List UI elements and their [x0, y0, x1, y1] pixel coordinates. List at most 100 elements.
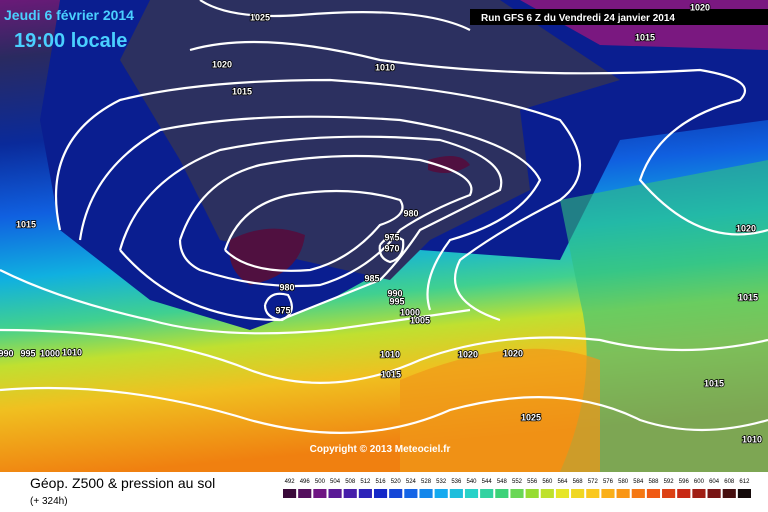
legend-swatch [328, 489, 342, 498]
legend-label: 532 [436, 479, 447, 485]
copyright: Copyright © 2013 Meteociel.fr [310, 444, 451, 455]
isobar-label: 985 [364, 273, 379, 283]
legend-label: 512 [360, 479, 371, 485]
legend-swatch [313, 489, 327, 498]
isobar-label: 1020 [736, 223, 756, 233]
legend-swatch [358, 489, 372, 498]
legend-label: 564 [557, 479, 568, 485]
legend-swatch [646, 489, 661, 498]
legend-swatch [480, 489, 494, 498]
legend-label: 544 [482, 479, 493, 485]
legend-label: 608 [724, 479, 735, 485]
legend-label: 496 [300, 479, 311, 485]
legend-swatch [601, 489, 615, 498]
isobar-label: 1000 [40, 348, 60, 358]
footer-title: Géop. Z500 & pression au sol [30, 475, 215, 491]
run-box [470, 9, 768, 25]
isobar-label: 990 [387, 288, 402, 298]
isobar-label: 980 [279, 282, 294, 292]
legend-label: 584 [633, 479, 644, 485]
legend-label: 520 [391, 479, 402, 485]
legend-label: 580 [618, 479, 629, 485]
green-area [560, 160, 768, 472]
legend-label: 588 [648, 479, 659, 485]
time: 19:00 locale [14, 30, 127, 52]
isobar-label: 975 [275, 305, 290, 315]
isobar-label: 1010 [380, 349, 400, 359]
legend-swatch [571, 489, 585, 498]
isobar-label: 1015 [16, 219, 36, 229]
isobar-label: 1000 [400, 307, 420, 317]
legend-swatch [540, 489, 554, 498]
legend-swatch [525, 489, 539, 498]
legend-swatch [662, 489, 676, 498]
isobar-label: 1015 [635, 32, 655, 42]
legend-swatch [737, 489, 751, 498]
isobar-label: 1015 [381, 369, 401, 379]
isobar-label: 1010 [742, 434, 762, 444]
legend-swatch [298, 489, 312, 498]
legend-label: 612 [739, 479, 750, 485]
isobar-label: 1020 [458, 349, 478, 359]
legend-label: 504 [330, 479, 341, 485]
legend-label: 576 [603, 479, 614, 485]
legend-swatch [283, 489, 297, 498]
legend-swatch [692, 489, 706, 498]
legend-swatch [343, 489, 357, 498]
warm-area [400, 348, 600, 472]
legend-label: 548 [497, 479, 508, 485]
legend-label: 508 [345, 479, 356, 485]
legend-label: 524 [406, 479, 417, 485]
legend-label: 500 [315, 479, 326, 485]
isobar-label: 970 [384, 243, 399, 253]
isobar-label: 1015 [232, 86, 252, 96]
isobar-label: 1010 [62, 347, 82, 357]
legend-label: 492 [285, 479, 296, 485]
legend-label: 560 [542, 479, 553, 485]
isobar-label: 1005 [410, 315, 430, 325]
isobar-label: 1020 [690, 2, 710, 12]
isobar-label: 1025 [250, 12, 270, 22]
legend-label: 540 [467, 479, 478, 485]
legend-swatch [404, 489, 418, 498]
isobar-label: 995 [20, 348, 35, 358]
isobars [0, 0, 768, 433]
legend-label: 556 [527, 479, 538, 485]
isobar-label: 1020 [503, 348, 523, 358]
legend-label: 604 [709, 479, 720, 485]
isobar-label: 995 [389, 296, 404, 306]
legend-swatch [434, 489, 448, 498]
legend-label: 600 [694, 479, 705, 485]
legend-swatch [449, 489, 463, 498]
legend-label: 536 [451, 479, 462, 485]
legend-swatch [373, 489, 388, 498]
legend-swatch [555, 489, 570, 498]
footer-lead: (+ 324h) [30, 496, 68, 507]
isobar-label: 990 [0, 348, 14, 358]
core [428, 156, 470, 174]
legend-swatch [419, 489, 433, 498]
legend-swatch [616, 489, 630, 498]
legend-swatch [495, 489, 509, 498]
legend-label: 552 [512, 479, 523, 485]
legend-label: 528 [421, 479, 432, 485]
run-info: Run GFS 6 Z du Vendredi 24 janvier 2014 [481, 13, 675, 24]
legend: 492 496 500 504 508 512 516 520 524 528 532 536 540 5… [283, 479, 751, 498]
legend-swatch [722, 489, 736, 498]
core [229, 228, 305, 285]
legend-label: 572 [588, 479, 599, 485]
isobar-label: 980 [403, 208, 418, 218]
isobar-label: 1020 [212, 59, 232, 69]
isobar-label: 975 [384, 232, 399, 242]
legend-swatch [631, 489, 645, 498]
legend-label: 568 [573, 479, 584, 485]
legend-swatch [677, 489, 691, 498]
legend-swatch [389, 489, 403, 498]
isobar-label: 1015 [738, 292, 758, 302]
date: Jeudi 6 février 2014 [4, 7, 134, 23]
legend-swatch [464, 489, 479, 498]
legend-label: 516 [376, 479, 387, 485]
legend-swatch [707, 489, 721, 498]
isobar-label: 1010 [375, 62, 395, 72]
legend-swatch [510, 489, 524, 498]
